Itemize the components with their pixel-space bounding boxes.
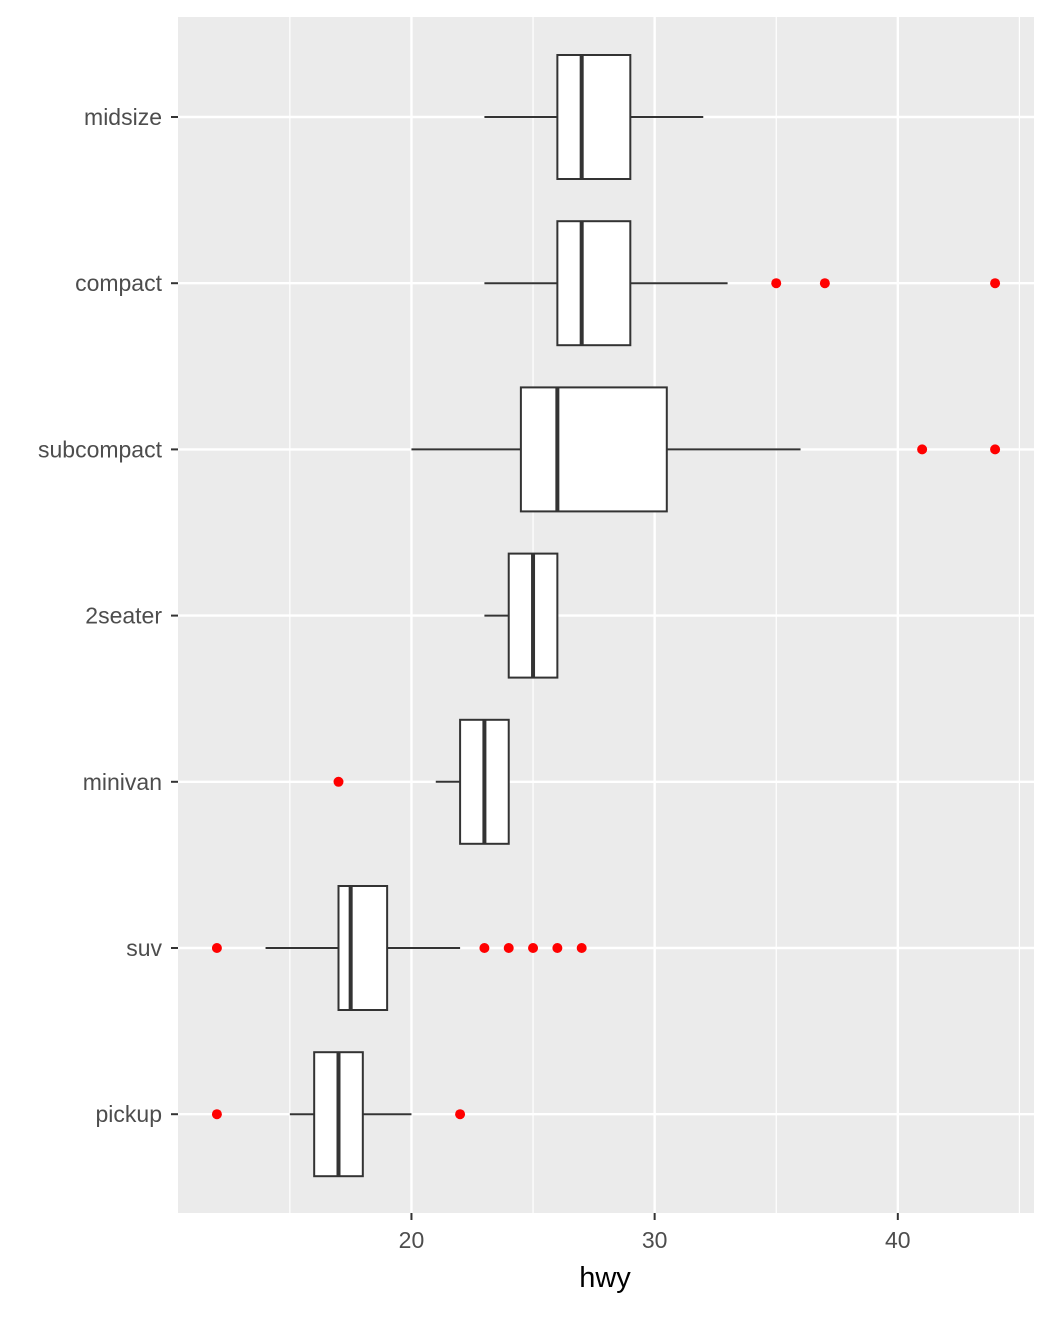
y-tick-label: subcompact [38,436,163,462]
x-axis: 20 30 40 [399,1213,911,1253]
x-tick-label: 20 [399,1227,425,1253]
outlier-point [333,776,344,787]
outlier-point [528,943,539,953]
outlier-point [917,444,928,455]
y-tick-label: suv [126,935,162,961]
y-tick-label: minivan [83,769,162,795]
outlier-point [819,278,830,289]
outlier-point [211,1109,222,1120]
outlier-points [211,278,1001,1120]
x-axis-title: hwy [579,1262,631,1294]
x-tick-label: 30 [642,1227,668,1253]
y-tick-label: 2seater [85,603,162,629]
outlier-point [990,444,1001,455]
y-tick-label: pickup [96,1101,162,1127]
outlier-point [503,943,514,953]
box-2seater [484,552,559,679]
outlier-point [990,278,1001,289]
box-midsize [484,54,704,180]
box-series [265,54,801,1178]
box-subcompact [411,386,801,513]
y-tick-label: compact [75,270,163,296]
iqr-box [519,386,668,513]
outlier-point [479,943,490,953]
box-pickup [289,1051,412,1178]
iqr-box [556,54,632,180]
outlier-point [552,943,563,953]
outlier-point [771,278,782,289]
outlier-point [455,1109,466,1120]
box-suv [265,885,461,1011]
box-minivan [435,718,510,845]
y-tick-label: midsize [84,104,162,130]
outlier-point [211,943,222,953]
iqr-box [337,885,389,1011]
x-tick-label: 40 [885,1227,911,1253]
outlier-point [576,943,587,953]
y-axis: midsize compact subcompact 2seater minivan su… [38,104,178,1127]
iqr-box [556,220,632,347]
box-compact [484,220,728,347]
